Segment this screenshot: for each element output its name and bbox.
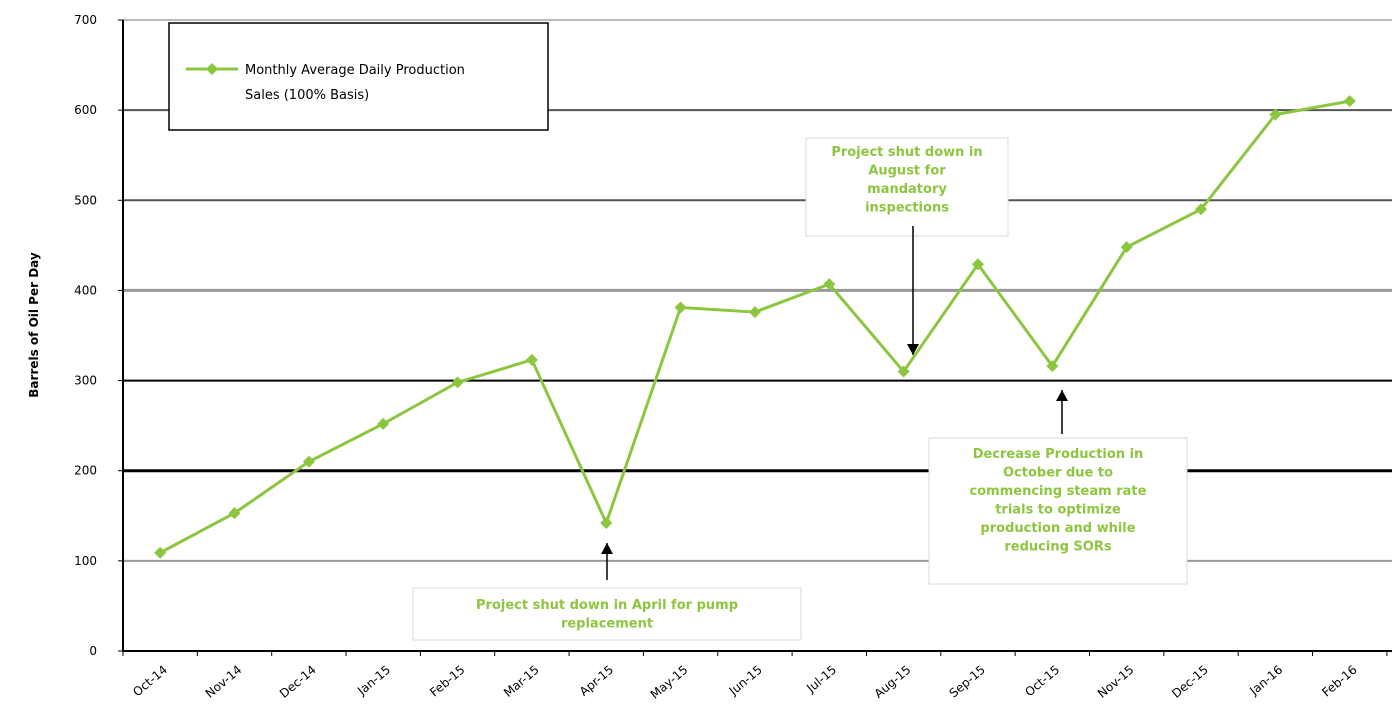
annotation-text: commencing steam rate — [970, 484, 1147, 499]
annotation-text: Project shut down in — [831, 145, 982, 160]
x-tick-label: Jan-16 — [1246, 663, 1285, 699]
y-tick-label: 0 — [89, 644, 97, 658]
y-tick-label: 700 — [74, 13, 97, 27]
annotation-text: Project shut down in April for pump — [476, 598, 738, 613]
data-point — [1343, 95, 1356, 108]
y-tick-label: 100 — [74, 554, 97, 568]
data-point — [451, 376, 464, 389]
x-tick-label: Sep-15 — [947, 663, 988, 701]
x-tick-label: Jun-15 — [726, 663, 765, 699]
annotation-text: trials to optimize — [995, 503, 1121, 518]
data-point — [1046, 360, 1059, 373]
data-point — [302, 455, 315, 468]
x-tick-label: Feb-15 — [427, 663, 467, 700]
y-axis-title: Barrels of Oil Per Day — [27, 252, 41, 398]
data-point — [525, 353, 538, 366]
x-tick-label: Mar-15 — [501, 663, 542, 700]
y-tick-label: 500 — [74, 193, 97, 207]
annotation-text: replacement — [561, 617, 653, 632]
x-tick-label: Jan-15 — [354, 663, 393, 699]
data-point — [823, 278, 836, 291]
y-tick-label: 600 — [74, 103, 97, 117]
annotation-text: Decrease Production in — [973, 447, 1144, 462]
x-tick-label: Apr-15 — [577, 663, 616, 699]
x-tick-label: Feb-16 — [1319, 663, 1359, 700]
annotation-arrow-head — [1056, 390, 1068, 401]
annotation-text: production and while — [980, 521, 1135, 536]
data-point — [228, 507, 241, 520]
annotation-box — [412, 587, 802, 641]
data-point — [674, 301, 687, 314]
data-point — [971, 258, 984, 271]
annotation-text: inspections — [865, 201, 949, 216]
annotation-box — [928, 437, 1188, 585]
legend-entry: Sales (100% Basis) — [245, 88, 369, 103]
x-tick-label: Nov-15 — [1095, 663, 1137, 701]
data-point — [1120, 241, 1133, 254]
annotation-text: October due to — [1003, 466, 1113, 481]
x-tick-label: Oct-15 — [1022, 663, 1062, 700]
x-tick-label: Nov-14 — [203, 663, 245, 701]
annotation-text: mandatory — [867, 182, 947, 197]
legend-marker — [206, 63, 218, 75]
y-tick-label: 300 — [74, 374, 97, 388]
annotation-arrow-head — [601, 543, 613, 554]
x-tick-label: Dec-14 — [277, 663, 319, 701]
x-tick-label: May-15 — [648, 663, 691, 702]
legend-entry: Monthly Average Daily Production — [245, 63, 465, 78]
data-point — [1195, 203, 1208, 216]
annotation-box — [805, 137, 1009, 237]
y-tick-labels: 0 100 200 300 400 500 600 700 — [74, 13, 97, 658]
x-tick-label: Aug-15 — [872, 663, 914, 701]
x-tick-label: Oct-14 — [130, 663, 170, 700]
data-point — [897, 365, 910, 378]
y-tick-label: 400 — [74, 283, 97, 297]
annotation-text: August for — [868, 164, 946, 179]
series-lines — [154, 95, 1356, 559]
data-point — [377, 417, 390, 430]
annotations: Project shut down in April for pump repla… — [412, 137, 1188, 641]
x-tick-label: Jul-15 — [803, 663, 839, 696]
x-tick-labels: Oct-14 Nov-14 Dec-14 Jan-15 Feb-15 Mar-15 Apr-… — [130, 663, 1359, 702]
axes — [118, 19, 1392, 656]
x-tick-label: Dec-15 — [1169, 663, 1211, 701]
data-point — [600, 516, 613, 529]
data-point — [748, 306, 761, 319]
annotation-arrow-head — [907, 344, 919, 355]
legend-box — [168, 22, 549, 131]
data-point — [154, 546, 167, 559]
data-point — [1269, 108, 1282, 121]
annotation-text: reducing SORs — [1004, 540, 1111, 555]
y-tick-label: 200 — [74, 464, 97, 478]
legend: Monthly Average Daily Production Sales (1… — [168, 22, 549, 131]
